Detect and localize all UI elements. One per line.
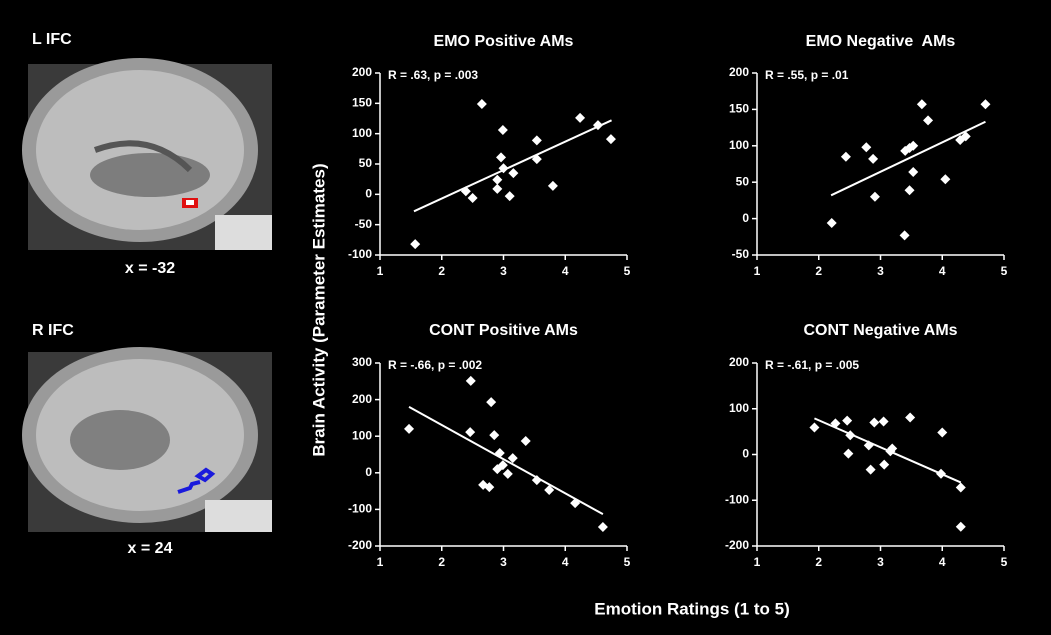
x-tick-label: 3 [500, 555, 507, 569]
y-tick-label: -100 [725, 492, 749, 506]
y-tick-label: 100 [352, 428, 372, 442]
annotation: R = .63, p = .003 [388, 68, 478, 82]
annotation: R = -.61, p = .005 [765, 358, 859, 372]
x-tick-label: 2 [438, 264, 445, 278]
y-tick-label: -200 [725, 538, 749, 552]
y-tick-label: 0 [742, 211, 749, 225]
x-tick-label: 5 [624, 264, 631, 278]
x-tick-label: 1 [377, 264, 384, 278]
y-tick-label: 200 [352, 65, 372, 79]
y-tick-label: 100 [729, 138, 749, 152]
annotation: R = .55, p = .01 [765, 68, 849, 82]
x-tick-label: 1 [754, 555, 761, 569]
chart-title: EMO Positive AMs [434, 33, 574, 50]
y-tick-label: 0 [742, 447, 749, 461]
x-tick-label: 1 [377, 555, 384, 569]
y-tick-label: 100 [352, 126, 372, 140]
y-tick-label: -200 [348, 538, 372, 552]
x-tick-label: 3 [877, 264, 884, 278]
x-tick-label: 4 [562, 264, 569, 278]
x-tick-label: 3 [877, 555, 884, 569]
x-tick-label: 3 [500, 264, 507, 278]
y-tick-label: 150 [352, 96, 372, 110]
x-axis-label: Emotion Ratings (1 to 5) [594, 599, 790, 618]
brain-image [22, 347, 272, 532]
y-tick-label: 200 [352, 392, 372, 406]
y-tick-label: -100 [348, 247, 372, 261]
x-tick-label: 4 [562, 555, 569, 569]
y-tick-label: 100 [729, 401, 749, 415]
x-tick-label: 4 [939, 264, 946, 278]
y-tick-label: 0 [365, 465, 372, 479]
y-tick-label: -50 [732, 247, 750, 261]
y-axis-label: Brain Activity (Parameter Estimates) [309, 163, 328, 456]
figure: L IFC x = -32 R IFC x = 24 Brain Activit… [0, 0, 1051, 635]
panel-label: R IFC [32, 322, 74, 339]
x-tick-label: 5 [1001, 555, 1008, 569]
chart-title: CONT Negative AMs [803, 322, 957, 339]
y-tick-label: 300 [352, 355, 372, 369]
x-tick-label: 5 [1001, 264, 1008, 278]
annotation: R = -.66, p = .002 [388, 358, 482, 372]
y-tick-label: 200 [729, 65, 749, 79]
chart-title: CONT Positive AMs [429, 322, 578, 339]
x-tick-label: 2 [815, 555, 822, 569]
y-tick-label: -50 [355, 217, 373, 231]
y-tick-label: 0 [365, 187, 372, 201]
panel-label: L IFC [32, 31, 72, 48]
y-tick-label: -100 [348, 502, 372, 516]
x-tick-label: 4 [939, 555, 946, 569]
x-tick-label: 1 [754, 264, 761, 278]
brain-image [22, 58, 272, 250]
panel-caption: x = -32 [125, 260, 175, 277]
x-tick-label: 2 [815, 264, 822, 278]
chart-title: EMO Negative AMs [806, 33, 956, 50]
x-tick-label: 2 [438, 555, 445, 569]
panel-caption: x = 24 [128, 540, 173, 557]
y-tick-label: 50 [359, 156, 373, 170]
y-tick-label: 50 [736, 174, 750, 188]
y-tick-label: 200 [729, 355, 749, 369]
x-tick-label: 5 [624, 555, 631, 569]
y-tick-label: 150 [729, 102, 749, 116]
